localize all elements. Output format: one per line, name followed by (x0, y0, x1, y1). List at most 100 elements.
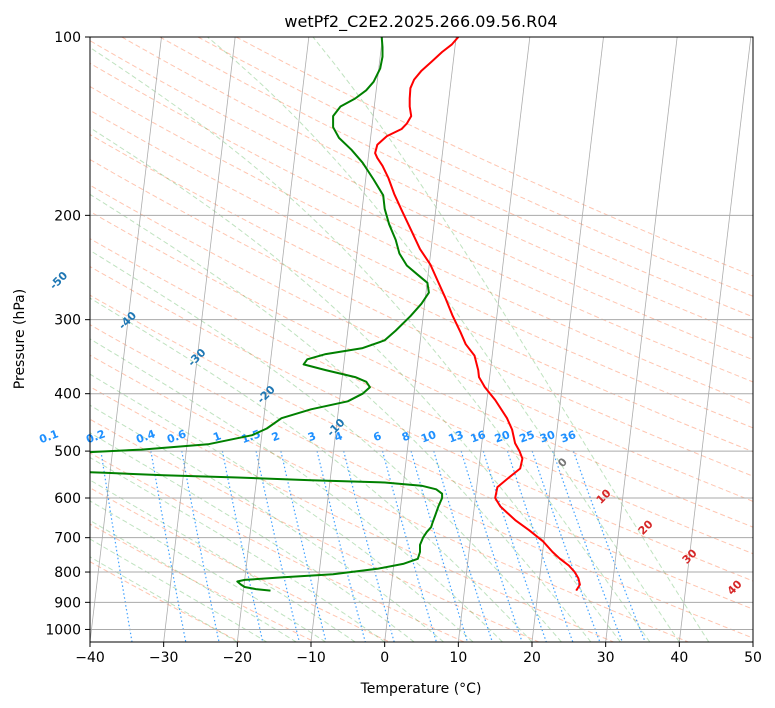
x-tick-label: 50 (744, 650, 762, 666)
mixing-ratio-line (482, 450, 547, 642)
moist-adiabat-label: 40 (725, 577, 745, 597)
mixing-ratio-line (531, 450, 601, 642)
dry-adiabat (121, 37, 753, 339)
moist-adiabat (90, 249, 562, 642)
y-axis-label: Pressure (hPa) (12, 289, 28, 389)
dry-adiabat (90, 62, 753, 383)
dry-adiabat (90, 386, 614, 642)
mixing-ratio-label: 0.2 (84, 427, 107, 446)
mixing-ratio-label: 3 (306, 429, 318, 444)
y-tick-label: 900 (54, 595, 81, 611)
isotherm-line (90, 37, 162, 642)
dry-adiabat (90, 210, 753, 528)
x-axis-label: Temperature (°C) (360, 681, 482, 697)
isotherm-line (384, 37, 457, 642)
moist-adiabat (90, 127, 621, 642)
y-tick-label: 800 (54, 565, 81, 581)
x-tick-label: 40 (670, 650, 688, 666)
mixing-ratio-line (382, 450, 437, 642)
moist-adiabat (90, 456, 385, 642)
y-tick-label: 500 (54, 444, 81, 460)
plot-frame (89, 36, 754, 643)
dry-adiabat (90, 523, 315, 642)
y-tick-label: 100 (54, 30, 81, 46)
moist-adiabat (207, 37, 680, 642)
moist-adiabat (90, 519, 297, 642)
mixing-ratio-label: 13 (447, 428, 466, 445)
y-tick-label: 600 (54, 491, 81, 507)
mixing-ratio-line (221, 450, 264, 642)
mixing-ratio-line (552, 450, 623, 642)
dry-adiabat (90, 85, 753, 406)
isotherm-line (163, 37, 236, 642)
dry-adiabat (159, 37, 753, 318)
mixing-ratio-label: 0.4 (134, 427, 157, 446)
mixing-ratio-label: 36 (559, 428, 578, 446)
moist-adiabat (90, 297, 533, 642)
mixing-ratio-label: 30 (538, 428, 557, 446)
chart-title: wetPf2_C2E2.2025.266.09.56.R04 (284, 12, 557, 32)
moist-adiabat (312, 37, 710, 642)
moist-adiabat (90, 193, 592, 642)
moist-adiabat (90, 46, 651, 642)
grid-lines (90, 37, 753, 642)
mixing-ratio-line (460, 450, 523, 642)
mixing-ratio-label: 1 (211, 429, 223, 444)
dewpoint-line (90, 471, 444, 592)
isotherm-label: -30 (185, 346, 208, 369)
background-lines (90, 37, 753, 642)
dry-adiabat (90, 134, 753, 453)
temperature-line (374, 37, 581, 592)
mixing-ratio-line (316, 450, 366, 642)
mixing-ratio-label: 20 (493, 428, 512, 446)
moist-adiabat (90, 338, 503, 642)
moist-adiabat-label: 0 (555, 455, 570, 470)
x-tick-label: −10 (296, 650, 326, 666)
dry-adiabat (90, 418, 540, 642)
mixing-ratio-line (150, 450, 187, 642)
mixing-ratio-label: 16 (469, 428, 488, 446)
dry-adiabat (90, 40, 753, 361)
dewpoint-line-upper (90, 37, 430, 454)
dry-adiabat (197, 37, 753, 297)
isotherm-line (310, 37, 383, 642)
axes: −40 −30 −20 −10 0 10 20 30 40 5010020030040050060… (45, 30, 762, 666)
isotherm-label: -60 (0, 228, 2, 251)
y-tick-label: 700 (54, 531, 81, 547)
isotherm-line (457, 37, 531, 642)
y-tick-label: 300 (54, 313, 81, 329)
x-tick-label: −20 (223, 650, 253, 666)
dry-adiabat (90, 294, 753, 610)
mixing-ratio-line (255, 450, 300, 642)
mixing-ratio-line (181, 450, 220, 642)
dry-adiabat (90, 265, 753, 582)
mixing-ratio-label: 2 (270, 429, 282, 444)
mixing-ratio-label: 0.1 (38, 427, 61, 446)
mixing-ratio-line (433, 450, 493, 642)
isotherm-line (605, 37, 678, 642)
moist-adiabat (90, 479, 356, 642)
moist-adiabat (90, 556, 238, 642)
x-tick-label: 0 (380, 650, 389, 666)
x-tick-label: 20 (523, 650, 541, 666)
mixing-ratio-label: 4 (333, 429, 345, 444)
x-tick-label: −30 (149, 650, 179, 666)
y-tick-label: 200 (54, 208, 81, 224)
line-labels: -100-90-80-70-60-50-40-30-20-100.10.20.4… (0, 228, 745, 598)
mixing-ratio-label: 6 (372, 429, 384, 444)
y-tick-label: 1000 (45, 622, 81, 638)
isotherm-label: -50 (47, 269, 70, 292)
isotherm-line (236, 37, 310, 642)
mixing-ratio-label: 8 (400, 429, 412, 444)
mixing-ratio-label: 25 (518, 428, 537, 445)
moist-adiabat-label: 30 (680, 546, 700, 566)
isotherm-line (752, 638, 753, 642)
dry-adiabat (90, 452, 465, 642)
x-tick-label: 30 (597, 650, 615, 666)
x-tick-label: −40 (75, 650, 105, 666)
dry-adiabat (90, 158, 753, 477)
moist-adiabat (90, 404, 444, 642)
x-tick-label: 10 (449, 650, 467, 666)
dry-adiabat (90, 238, 753, 555)
